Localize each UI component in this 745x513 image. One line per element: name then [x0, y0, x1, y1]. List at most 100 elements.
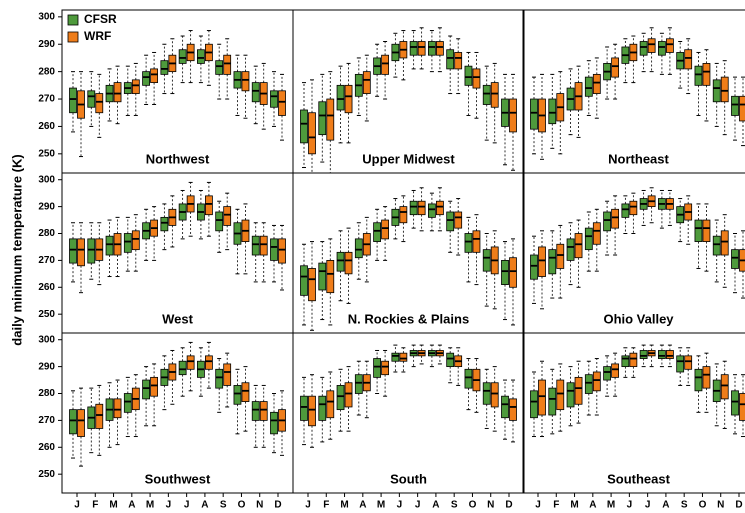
x-tick-label: N: [256, 500, 263, 511]
x-tick-label: O: [469, 500, 477, 511]
box: [150, 376, 158, 397]
box: [241, 71, 250, 92]
box: [658, 41, 666, 56]
box: [318, 395, 327, 421]
box: [482, 382, 491, 405]
box: [69, 238, 77, 264]
box: [399, 206, 408, 224]
box: [178, 360, 187, 376]
legend-swatch: [67, 31, 79, 43]
box: [702, 366, 711, 389]
x-tick-label: F: [553, 500, 559, 511]
box: [464, 368, 473, 389]
box: [464, 233, 473, 253]
box: [629, 352, 638, 368]
box: [720, 230, 729, 256]
x-tick-label: O: [238, 500, 246, 511]
box: [95, 93, 104, 114]
y-tick-label: 300: [38, 11, 55, 22]
box: [417, 41, 426, 56]
panel-title: South: [390, 471, 427, 486]
box: [142, 379, 150, 400]
box: [676, 355, 685, 373]
box: [259, 401, 268, 421]
panel-frame: [522, 332, 745, 494]
y-tick-label: 280: [38, 66, 55, 77]
box: [454, 211, 463, 229]
box: [731, 95, 739, 116]
box: [409, 41, 418, 56]
box: [409, 200, 418, 216]
box: [131, 230, 140, 251]
box: [251, 401, 260, 421]
box: [215, 368, 224, 389]
box: [731, 249, 739, 269]
box: [270, 411, 278, 435]
x-tick-label: M: [340, 500, 348, 511]
x-tick-label: S: [681, 500, 688, 511]
box: [684, 355, 693, 370]
box: [336, 385, 345, 411]
box: [574, 376, 583, 405]
box: [666, 350, 674, 359]
box: [336, 251, 345, 272]
box: [270, 238, 278, 261]
box: [446, 49, 455, 70]
box: [215, 60, 224, 75]
x-tick-label: M: [570, 500, 578, 511]
y-tick-label: 270: [38, 415, 55, 426]
y-tick-label: 290: [38, 201, 55, 212]
x-tick-label: S: [220, 500, 227, 511]
box: [712, 79, 721, 103]
panel-title: West: [162, 311, 193, 326]
box: [684, 49, 693, 70]
panel-title: Southeast: [607, 471, 671, 486]
box: [326, 259, 335, 294]
legend-label: CFSR: [84, 12, 117, 26]
box: [428, 41, 436, 56]
x-tick-label: A: [662, 500, 669, 511]
box: [160, 216, 169, 232]
box: [381, 360, 389, 376]
box: [611, 57, 619, 78]
box: [530, 390, 538, 419]
box: [142, 71, 150, 86]
box: [658, 350, 666, 359]
panel-frame: [292, 332, 525, 494]
box: [391, 352, 400, 362]
box: [278, 90, 286, 116]
box: [428, 203, 436, 218]
x-tick-label: J: [305, 500, 311, 511]
panel-title: N. Rockies & Plains: [348, 311, 469, 326]
panel: [530, 27, 745, 160]
y-tick-label: 250: [38, 309, 55, 320]
box: [215, 211, 224, 232]
box: [336, 84, 345, 111]
box: [501, 259, 509, 285]
box: [530, 254, 538, 280]
box: [639, 350, 648, 359]
panel-title: Northwest: [146, 151, 210, 166]
box: [417, 200, 426, 216]
y-tick-label: 290: [38, 361, 55, 372]
box: [113, 398, 122, 419]
box: [373, 222, 381, 242]
box: [77, 238, 85, 267]
x-tick-label: A: [201, 500, 208, 511]
box: [611, 363, 619, 378]
x-tick-label: M: [109, 500, 117, 511]
box: [548, 98, 557, 125]
box: [472, 68, 481, 89]
panel-title: Southwest: [145, 471, 211, 486]
panel-frame: [522, 172, 745, 334]
box: [241, 382, 250, 402]
x-tick-label: D: [735, 500, 742, 511]
x-tick-label: J: [184, 500, 190, 511]
box: [436, 41, 444, 56]
box: [584, 76, 593, 97]
box: [326, 98, 335, 141]
y-tick-label: 250: [38, 148, 55, 159]
box: [300, 265, 308, 296]
box: [326, 390, 335, 419]
